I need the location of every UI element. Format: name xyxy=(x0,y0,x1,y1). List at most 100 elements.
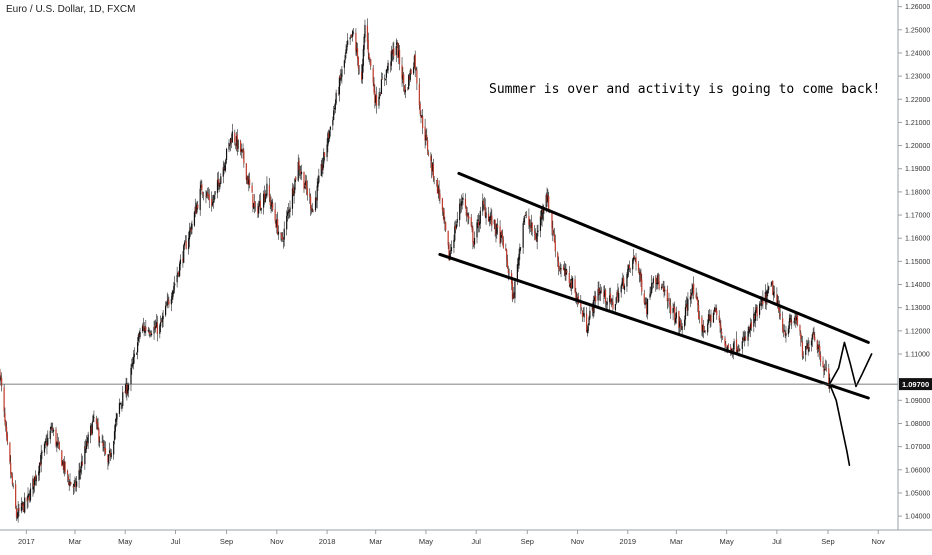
candle-body xyxy=(352,32,355,34)
candle-body xyxy=(76,481,78,487)
candle-body xyxy=(415,68,417,70)
candle-body xyxy=(712,312,715,323)
candle-body xyxy=(534,230,536,234)
price-tick-label: 1.13000 xyxy=(905,305,930,312)
candle-body xyxy=(796,315,799,326)
candle-body xyxy=(545,195,547,208)
candle-body xyxy=(172,290,174,297)
candle-body xyxy=(199,188,201,211)
candle-body xyxy=(183,242,186,246)
candle-body xyxy=(159,325,161,334)
candle-body xyxy=(113,441,115,455)
candle-body xyxy=(609,295,611,303)
candle-body xyxy=(202,194,205,196)
candle-body xyxy=(46,441,48,447)
candle-body xyxy=(386,69,388,71)
candle-body xyxy=(258,201,261,207)
candle-body xyxy=(136,342,139,353)
candle-body xyxy=(747,331,749,341)
candle-body xyxy=(603,292,605,297)
candle-body xyxy=(195,206,197,214)
candle-body xyxy=(381,78,383,80)
candle-body xyxy=(80,469,82,473)
candle-body xyxy=(407,88,409,90)
candle-body xyxy=(681,326,683,331)
price-tick-label: 1.16000 xyxy=(905,236,930,243)
candle-body xyxy=(438,187,440,195)
candle-body xyxy=(702,324,704,333)
candle-body xyxy=(26,497,28,502)
candle-body xyxy=(281,237,284,240)
time-tick-label: Jul xyxy=(171,537,181,546)
candle-body xyxy=(818,344,820,347)
candle-body xyxy=(663,287,665,292)
candle-body xyxy=(524,217,526,219)
candle-body xyxy=(812,332,814,334)
candle-body xyxy=(628,264,631,268)
candle-body xyxy=(479,210,481,224)
candle-body xyxy=(147,330,149,332)
candle-body xyxy=(814,337,816,341)
candle-body xyxy=(599,292,601,293)
candle-body xyxy=(637,263,640,271)
candle-body xyxy=(409,70,411,80)
candle-body xyxy=(823,368,825,372)
candle-body xyxy=(160,320,163,323)
candle-body xyxy=(224,165,226,171)
candle-body xyxy=(115,418,117,423)
price-tick-label: 1.15000 xyxy=(905,259,930,266)
candle-body xyxy=(292,187,294,195)
time-tick-label: Mar xyxy=(369,537,382,546)
candle-body xyxy=(490,215,492,220)
candle-body xyxy=(692,285,694,289)
candle-body xyxy=(201,184,203,191)
candle-body xyxy=(422,116,424,128)
candle-body xyxy=(68,481,70,486)
candle-body xyxy=(819,346,821,356)
candle-body xyxy=(56,441,58,446)
candle-body xyxy=(393,48,395,57)
candle-body xyxy=(5,420,7,428)
candle-body xyxy=(293,190,295,196)
price-tick-label: 1.12000 xyxy=(905,328,930,335)
candle-body xyxy=(758,303,761,315)
candle-body xyxy=(759,303,762,305)
candle-body xyxy=(606,301,608,305)
candle-body xyxy=(276,219,278,227)
candle-body xyxy=(800,332,802,340)
candle-body xyxy=(28,493,30,496)
price-axis[interactable]: 1.26000 1.25000 1.24000 1.23000 1.22000 1.210… xyxy=(897,0,930,530)
candle-body xyxy=(252,194,254,208)
candle-body xyxy=(370,59,372,67)
candle-body xyxy=(121,404,123,406)
candle-body xyxy=(125,382,127,395)
candle-body xyxy=(15,484,17,508)
candle-body xyxy=(29,495,31,501)
candle-body xyxy=(439,193,441,200)
time-axis[interactable]: 2017 Mar May Jul Sep Nov 2018 Mar May Jul Sep Nov 20… xyxy=(0,529,932,546)
time-tick-label: May xyxy=(118,537,132,546)
candle-body xyxy=(748,326,750,333)
candle-body xyxy=(437,186,439,193)
candle-body xyxy=(277,218,279,235)
candle-body xyxy=(362,48,364,66)
candle-body xyxy=(743,337,745,341)
candle-body xyxy=(95,418,97,424)
candle-body xyxy=(618,293,620,302)
candle-body xyxy=(207,192,209,196)
candle-body xyxy=(272,203,274,210)
time-tick-label: 2017 xyxy=(18,537,35,546)
candle-body xyxy=(551,211,553,229)
candle-body xyxy=(133,353,135,357)
candle-body xyxy=(294,178,296,191)
candle-body xyxy=(92,415,94,422)
candle-body xyxy=(542,209,544,213)
candle-body xyxy=(126,384,128,395)
candle-body xyxy=(179,259,182,265)
candle-body xyxy=(574,279,576,293)
candle-body xyxy=(489,217,491,219)
time-tick-label: Jul xyxy=(471,537,481,546)
candle-body xyxy=(802,356,804,358)
